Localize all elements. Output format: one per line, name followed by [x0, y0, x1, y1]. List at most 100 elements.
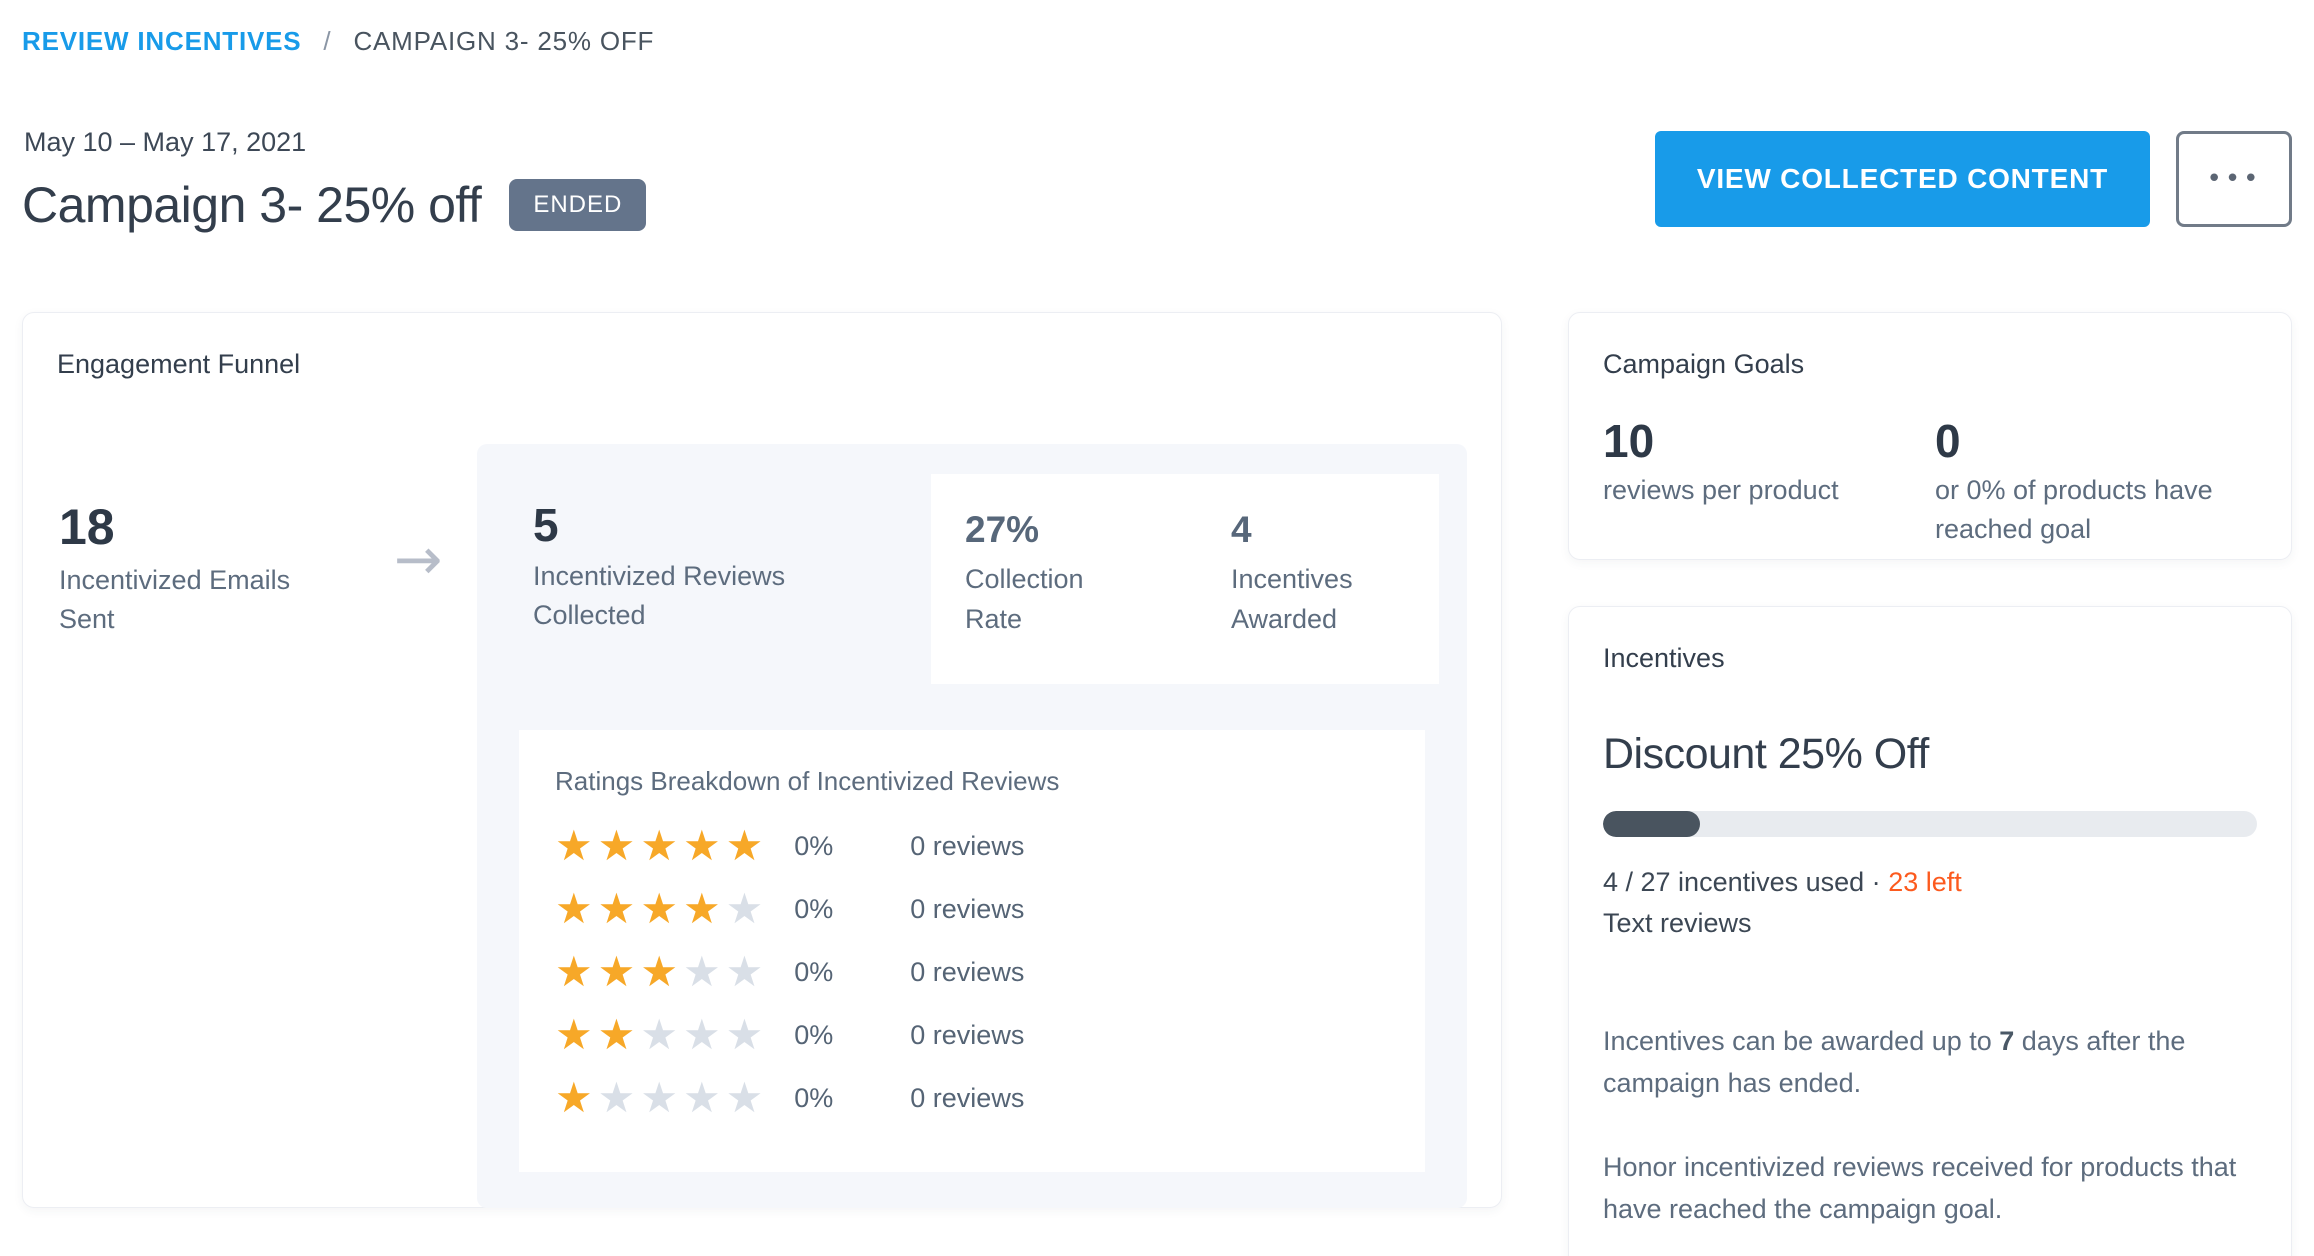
- star-filled-icon: ★: [682, 821, 726, 871]
- incentives-awarded-value: 4: [1231, 509, 1252, 550]
- incentives-awarded-stat: 4 Incentives Awarded: [1231, 509, 1401, 640]
- reviews-collected-value: 5: [533, 499, 559, 551]
- star-filled-icon: ★: [640, 884, 683, 934]
- more-options-button[interactable]: •••: [2176, 131, 2292, 227]
- incentive-progress-bar: [1603, 811, 2257, 837]
- emails-sent-stat: 18 Incentivized Emails Sent: [59, 500, 359, 639]
- incentive-progress-fill: [1603, 811, 1700, 837]
- star-filled-icon: ★: [555, 947, 598, 997]
- star-empty-icon: ★: [725, 884, 769, 934]
- rating-row: ★★★★★ 0% 0 reviews: [555, 1067, 1389, 1130]
- rating-percent: 0%: [794, 830, 834, 861]
- rating-review-count: 0 reviews: [910, 893, 1025, 924]
- ratings-breakdown-title: Ratings Breakdown of Incentivized Review…: [555, 765, 1060, 796]
- star-rating-icons: ★★★★★: [555, 825, 768, 867]
- star-filled-icon: ★: [597, 884, 641, 934]
- page-header: May 10 – May 17, 2021 Campaign 3- 25% of…: [22, 127, 2292, 234]
- breadcrumb: REVIEW INCENTIVES / CAMPAIGN 3- 25% OFF: [22, 0, 2292, 57]
- star-empty-icon: ★: [682, 947, 726, 997]
- star-filled-icon: ★: [640, 821, 683, 871]
- engagement-funnel-title: Engagement Funnel: [57, 349, 301, 379]
- incentive-usage-line: 4 / 27 incentives used · 23 left: [1603, 867, 2257, 898]
- goal-target-value: 10: [1603, 415, 1655, 467]
- campaign-goals-title: Campaign Goals: [1603, 349, 1805, 379]
- main-content: Engagement Funnel 18 Incentivized Emails…: [22, 312, 2292, 1256]
- rating-row: ★★★★★ 0% 0 reviews: [555, 1004, 1389, 1067]
- breadcrumb-current: CAMPAIGN 3- 25% OFF: [353, 26, 655, 56]
- campaign-goals-row: 10 reviews per product 0 or 0% of produc…: [1603, 416, 2257, 549]
- star-filled-icon: ★: [555, 1073, 598, 1123]
- star-filled-icon: ★: [597, 821, 641, 871]
- star-filled-icon: ★: [555, 1010, 598, 1060]
- incentives-title: Incentives: [1603, 643, 1725, 673]
- incentives-awarded-label: Incentives Awarded: [1231, 563, 1353, 635]
- star-empty-icon: ★: [640, 1010, 683, 1060]
- ratings-rows: ★★★★★ 0% 0 reviews ★★★★★ 0% 0 reviews ★★★★★ 0% 0…: [555, 815, 1389, 1130]
- campaign-goals-card: Campaign Goals 10 reviews per product 0 …: [1568, 312, 2292, 560]
- view-collected-content-button[interactable]: VIEW COLLECTED CONTENT: [1654, 131, 2150, 227]
- star-rating-icons: ★★★★★: [555, 888, 768, 930]
- goal-target-label: reviews per product: [1603, 474, 1839, 505]
- star-filled-icon: ★: [555, 884, 598, 934]
- header-left: May 10 – May 17, 2021 Campaign 3- 25% of…: [22, 127, 647, 234]
- goal-reached-stat: 0 or 0% of products have reached goal: [1935, 416, 2257, 549]
- goal-reached-label: or 0% of products have reached goal: [1935, 474, 2213, 544]
- rating-review-count: 0 reviews: [910, 830, 1025, 861]
- star-filled-icon: ★: [640, 947, 683, 997]
- star-filled-icon: ★: [725, 821, 769, 871]
- breadcrumb-separator: /: [323, 26, 332, 56]
- rating-row: ★★★★★ 0% 0 reviews: [555, 878, 1389, 941]
- star-empty-icon: ★: [597, 1073, 641, 1123]
- rating-review-count: 0 reviews: [910, 956, 1025, 987]
- header-actions: VIEW COLLECTED CONTENT •••: [1654, 131, 2292, 227]
- rating-review-count: 0 reviews: [910, 1082, 1025, 1113]
- funnel-stats-box: 27% Collection Rate 4 Incentives Awarded: [931, 474, 1439, 684]
- breadcrumb-link-review-incentives[interactable]: REVIEW INCENTIVES: [22, 26, 302, 56]
- collection-rate-value: 27%: [965, 509, 1040, 550]
- reviews-collected-label: Incentivized Reviews Collected: [533, 560, 786, 630]
- ratings-breakdown-box: Ratings Breakdown of Incentivized Review…: [519, 729, 1425, 1172]
- funnel-arrow-icon: →: [393, 525, 443, 593]
- incentive-left-text: 23 left: [1888, 867, 1962, 897]
- star-rating-icons: ★★★★★: [555, 1014, 768, 1056]
- emails-sent-label: Incentivized Emails Sent: [59, 565, 291, 635]
- star-empty-icon: ★: [682, 1010, 726, 1060]
- star-rating-icons: ★★★★★: [555, 1077, 768, 1119]
- incentive-usage-text: 4 / 27 incentives used ·: [1603, 867, 1881, 897]
- star-filled-icon: ★: [597, 1010, 641, 1060]
- star-filled-icon: ★: [682, 884, 726, 934]
- star-empty-icon: ★: [725, 947, 769, 997]
- incentive-name: Discount 25% Off: [1603, 730, 1929, 778]
- status-badge: ENDED: [509, 179, 647, 231]
- rating-review-count: 0 reviews: [910, 1019, 1025, 1050]
- collection-rate-stat: 27% Collection Rate: [965, 509, 1135, 640]
- incentive-note-awarding: Incentives can be awarded up to 7 days a…: [1603, 1026, 2186, 1098]
- star-empty-icon: ★: [640, 1073, 683, 1123]
- ellipsis-icon: •••: [2206, 164, 2262, 194]
- incentives-card: Incentives Discount 25% Off 4 / 27 incen…: [1568, 606, 2292, 1256]
- star-rating-icons: ★★★★★: [555, 951, 768, 993]
- funnel-panel: 5 Incentivized Reviews Collected 27% Col…: [477, 444, 1467, 1208]
- engagement-funnel-card: Engagement Funnel 18 Incentivized Emails…: [22, 312, 1502, 1208]
- star-empty-icon: ★: [682, 1073, 726, 1123]
- reviews-collected-stat: 5 Incentivized Reviews Collected: [533, 500, 833, 684]
- emails-sent-value: 18: [59, 499, 115, 555]
- rating-percent: 0%: [794, 893, 834, 924]
- title-row: Campaign 3- 25% off ENDED: [22, 176, 647, 234]
- collection-rate-label: Collection Rate: [965, 563, 1084, 635]
- goal-target-stat: 10 reviews per product: [1603, 416, 1935, 549]
- rating-row: ★★★★★ 0% 0 reviews: [555, 941, 1389, 1004]
- star-empty-icon: ★: [725, 1010, 769, 1060]
- funnel-panel-top: 5 Incentivized Reviews Collected 27% Col…: [505, 474, 1439, 684]
- star-filled-icon: ★: [555, 821, 598, 871]
- rating-percent: 0%: [794, 1082, 834, 1113]
- rating-row: ★★★★★ 0% 0 reviews: [555, 815, 1389, 878]
- goal-reached-value: 0: [1935, 415, 1961, 467]
- funnel-body: 18 Incentivized Emails Sent → 5 Incentiv…: [57, 444, 1467, 1208]
- rating-percent: 0%: [794, 956, 834, 987]
- star-filled-icon: ★: [597, 947, 641, 997]
- campaign-date-range: May 10 – May 17, 2021: [24, 127, 307, 157]
- page-title: Campaign 3- 25% off: [22, 177, 482, 233]
- star-empty-icon: ★: [725, 1073, 769, 1123]
